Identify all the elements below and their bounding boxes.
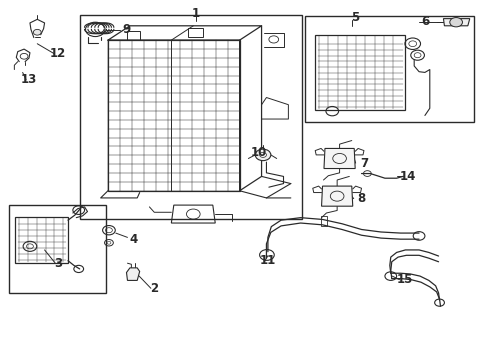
Text: 8: 8	[357, 192, 365, 205]
Circle shape	[255, 149, 270, 161]
Polygon shape	[321, 186, 352, 206]
Text: 10: 10	[250, 145, 267, 158]
Polygon shape	[443, 19, 469, 26]
Text: 2: 2	[150, 282, 158, 295]
Text: 12: 12	[50, 47, 66, 60]
Text: 11: 11	[259, 254, 275, 267]
Bar	[80, 15, 302, 220]
Bar	[315, 35, 405, 110]
Text: 7: 7	[359, 157, 367, 170]
Text: 4: 4	[129, 233, 137, 246]
Bar	[9, 205, 105, 293]
Text: 5: 5	[350, 12, 358, 24]
Bar	[108, 40, 239, 191]
Text: 1: 1	[191, 7, 200, 20]
Circle shape	[33, 30, 41, 35]
Polygon shape	[126, 268, 140, 280]
Text: 15: 15	[395, 273, 412, 286]
Text: 14: 14	[399, 170, 415, 183]
Polygon shape	[324, 148, 354, 168]
Circle shape	[449, 18, 462, 27]
Text: 13: 13	[21, 73, 37, 86]
Bar	[15, 217, 68, 263]
Bar	[305, 16, 473, 122]
Text: 9: 9	[122, 23, 130, 36]
Text: 6: 6	[420, 15, 428, 28]
Text: 3: 3	[54, 257, 62, 270]
